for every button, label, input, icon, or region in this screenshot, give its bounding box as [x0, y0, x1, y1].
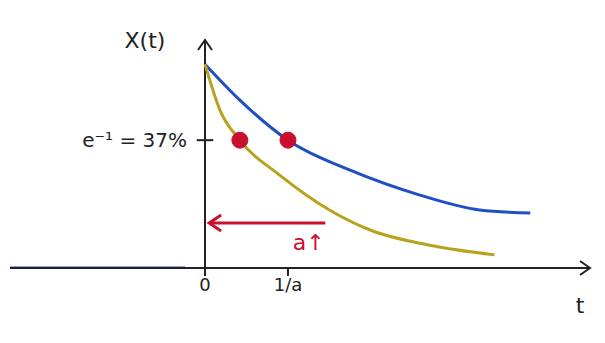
svg-text:1/a: 1/a [274, 274, 303, 295]
svg-text:a↑: a↑ [293, 230, 325, 255]
svg-text:0: 0 [199, 274, 210, 295]
svg-text:e⁻¹ = 37%: e⁻¹ = 37% [82, 128, 187, 152]
svg-text:t: t [576, 293, 585, 318]
svg-text:X(t): X(t) [125, 28, 166, 53]
